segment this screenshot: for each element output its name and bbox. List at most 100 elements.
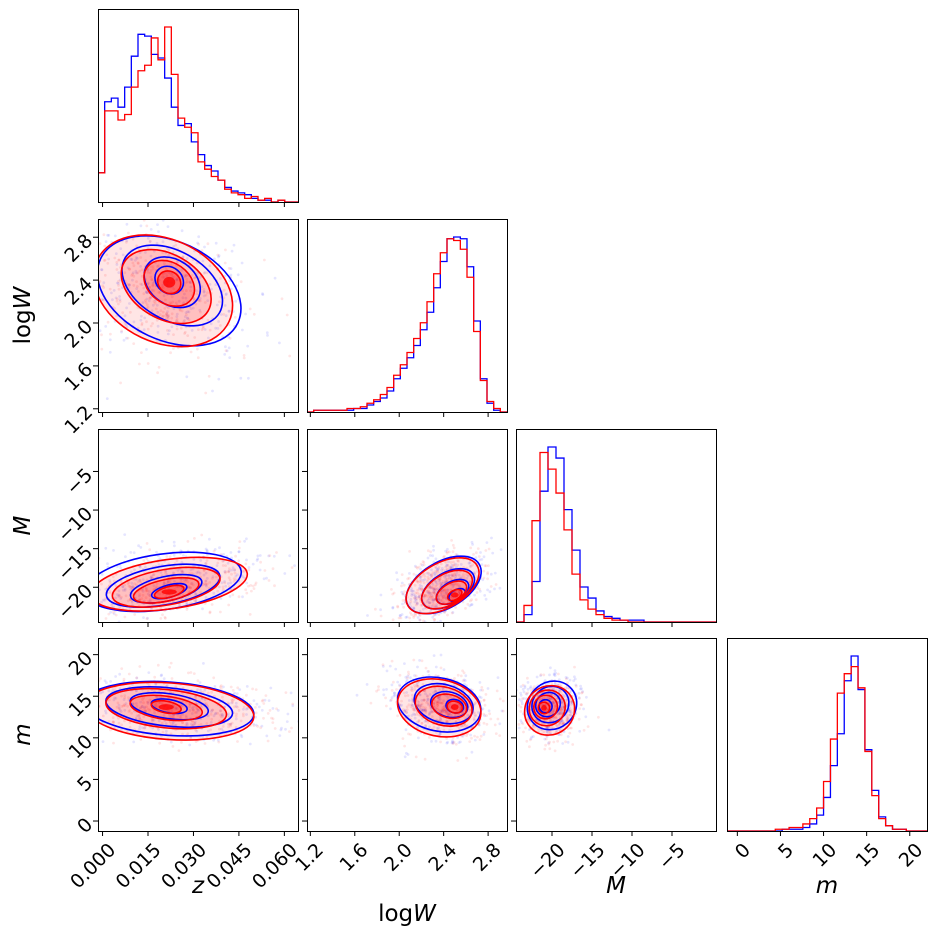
- contour-red-level-1: [435, 580, 468, 606]
- scatter-point-red: [442, 707, 446, 711]
- scatter-point-red: [443, 588, 446, 592]
- scatter-point-blue: [220, 727, 224, 731]
- scatter-point-blue: [222, 553, 226, 556]
- scatter-point-red: [566, 681, 569, 685]
- scatter-point-red: [273, 727, 277, 730]
- scatter-point-blue: [425, 694, 429, 698]
- scatter-point-red: [124, 594, 128, 598]
- scatter-point-red: [411, 697, 414, 700]
- scatter-point-red: [416, 699, 420, 703]
- scatter-point-blue: [201, 607, 204, 611]
- scatter-point-red: [174, 243, 178, 247]
- scatter-point-blue: [166, 310, 169, 313]
- scatter-point-blue: [413, 716, 417, 720]
- scatter-point-red: [146, 270, 150, 274]
- scatter-point-red: [496, 717, 500, 721]
- scatter-point-red: [254, 581, 258, 585]
- scatter-point-red: [401, 599, 405, 602]
- scatter-point-blue: [412, 593, 416, 597]
- scatter-point-red: [288, 730, 291, 733]
- scatter-point-blue: [98, 329, 102, 333]
- scatter-point-red: [209, 712, 213, 716]
- scatter-point-blue: [143, 726, 147, 730]
- scatter-point-red: [115, 260, 119, 264]
- scatter-point-red: [212, 676, 216, 680]
- scatter-point-blue: [119, 247, 123, 251]
- scatter-point-red: [543, 747, 547, 751]
- scatter-point-blue: [555, 723, 559, 727]
- scatter-point-blue: [566, 717, 570, 721]
- scatter-point-red: [443, 611, 447, 614]
- scatter-point-red: [439, 590, 443, 594]
- scatter-point-red: [103, 273, 107, 277]
- scatter-point-blue: [413, 564, 417, 568]
- scatter-point-red: [400, 699, 403, 703]
- scatter-point-red: [132, 342, 136, 345]
- scatter-point-blue: [283, 572, 287, 575]
- scatter-point-red: [413, 596, 416, 600]
- scatter-point-blue: [559, 720, 563, 724]
- scatter-point-blue: [257, 705, 261, 709]
- scatter-point-red: [244, 562, 248, 566]
- scatter-point-blue: [434, 557, 438, 561]
- scatter-point-red: [569, 708, 573, 712]
- scatter-point-blue: [203, 245, 206, 249]
- scatter-point-red: [98, 280, 102, 283]
- scatter-point-blue: [416, 681, 419, 685]
- scatter-point-blue: [229, 273, 233, 277]
- scatter-point-blue: [260, 724, 264, 728]
- scatter-point-red: [422, 698, 426, 702]
- scatter-point-red: [181, 289, 185, 293]
- scatter-point-red: [205, 559, 209, 562]
- scatter-point-blue: [151, 281, 155, 285]
- scatter-point-blue: [436, 700, 439, 703]
- scatter-point-red: [183, 330, 187, 334]
- scatter-point-red: [482, 698, 486, 702]
- scatter-point-blue: [450, 573, 453, 577]
- scatter-point-blue: [568, 710, 572, 713]
- scatter-point-red: [437, 613, 441, 616]
- scatter-point-blue: [139, 265, 143, 268]
- scatter-point-blue: [463, 679, 467, 683]
- scatter-point-red: [453, 572, 456, 575]
- scatter-point-red: [429, 595, 433, 599]
- scatter-point-blue: [245, 581, 249, 585]
- scatter-point-red: [487, 547, 491, 551]
- scatter-point-red: [447, 713, 450, 717]
- scatter-point-blue: [217, 254, 221, 258]
- scatter-point-blue: [435, 726, 439, 730]
- scatter-point-blue: [159, 571, 163, 574]
- x-axis-label-logW: logW: [378, 901, 437, 927]
- scatter-point-blue: [240, 261, 244, 265]
- scatter-point-blue: [414, 598, 418, 602]
- scatter-point-red: [158, 592, 162, 596]
- scatter-point-blue: [168, 713, 172, 717]
- scatter-point-blue: [107, 689, 111, 693]
- scatter-point-red: [457, 590, 461, 594]
- scatter-point-blue: [551, 710, 554, 714]
- scatter-point-blue: [403, 755, 407, 759]
- scatter-point-blue: [410, 703, 414, 707]
- scatter-point-red: [126, 599, 130, 603]
- scatter-point-blue: [552, 673, 556, 677]
- scatter-point-red: [456, 759, 460, 762]
- scatter-point-red: [128, 607, 132, 611]
- scatter-point-red: [120, 694, 123, 698]
- scatter-point-blue: [219, 597, 223, 600]
- scatter-point-red: [176, 714, 180, 717]
- scatter-point-red: [275, 551, 278, 554]
- hist-z: [98, 26, 298, 202]
- hist-z-red-step: [98, 26, 298, 202]
- scatter-point-red: [444, 708, 447, 712]
- scatter-point-blue: [197, 578, 201, 582]
- scatter-point-blue: [420, 585, 424, 588]
- scatter-point-blue: [176, 211, 179, 214]
- scatter-point-blue: [112, 612, 116, 616]
- scatter-point-blue: [146, 700, 150, 704]
- scatter-point-blue: [162, 276, 166, 279]
- scatter-point-blue: [181, 255, 185, 259]
- scatter-point-red: [465, 756, 468, 760]
- scatter-point-red: [139, 738, 143, 741]
- scatter-point-blue: [140, 314, 143, 318]
- scatter-point-red: [163, 307, 167, 310]
